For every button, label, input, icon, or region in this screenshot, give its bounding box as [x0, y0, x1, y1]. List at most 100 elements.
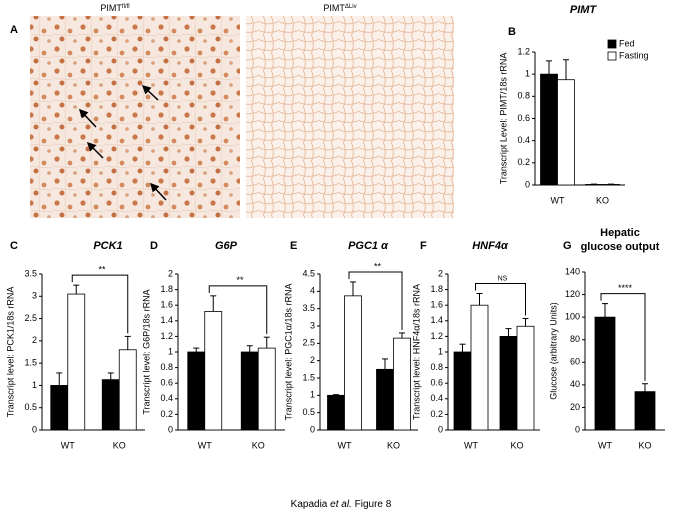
y-tick-label: 1 — [525, 69, 530, 79]
error-bar — [73, 284, 80, 295]
chart-title: PGC1 α — [348, 240, 389, 252]
bar — [557, 79, 575, 186]
y-tick-label: 2 — [310, 355, 315, 365]
significance-bracket — [71, 274, 129, 334]
y-tick-label: 40 — [570, 379, 580, 389]
bar — [344, 295, 362, 431]
arrows — [78, 84, 167, 201]
bar — [376, 368, 394, 431]
y-tick-label: 0.6 — [160, 378, 173, 388]
x-tick-label: WT — [198, 440, 212, 450]
legend-label: Fed — [619, 38, 635, 48]
y-tick-label: 3.5 — [302, 303, 315, 313]
significance-label: ** — [236, 275, 244, 285]
y-tick-label: 2 — [168, 268, 173, 278]
x-tick-label: KO — [387, 440, 400, 450]
y-axis-label: Transcript level: PGC1α/18s rRNA — [283, 284, 293, 421]
legend-label: Fasting — [619, 50, 649, 60]
y-tick-label: 1.6 — [160, 300, 173, 310]
bar — [327, 394, 345, 431]
bar — [118, 349, 137, 431]
y-tick-label: 1 — [168, 346, 173, 356]
significance-label: ** — [98, 265, 106, 275]
y-tick-label: 2.5 — [302, 338, 315, 348]
y-tick-label: 0 — [525, 179, 530, 189]
error-bar — [350, 281, 356, 296]
panel-letter: D — [150, 240, 158, 252]
y-tick-label: 0 — [310, 424, 315, 434]
error-bar — [124, 335, 131, 350]
y-tick-label: 80 — [570, 334, 580, 344]
y-tick-label: 0.8 — [160, 362, 173, 372]
significance-label: **** — [618, 283, 633, 293]
x-tick-label: KO — [252, 440, 265, 450]
y-tick-label: 1.2 — [430, 331, 443, 341]
bar — [67, 293, 86, 431]
bar — [240, 351, 259, 431]
x-tick-label: KO — [510, 440, 523, 450]
error-bar — [602, 303, 608, 318]
bar — [470, 304, 489, 431]
chart-title: PIMT — [570, 4, 598, 16]
bar — [499, 335, 518, 431]
panel-letter: B — [508, 26, 516, 38]
y-tick-label: 2 — [32, 335, 37, 345]
y-tick-label: 1.6 — [430, 300, 443, 310]
x-tick-label: KO — [113, 440, 126, 450]
y-tick-label: 1.5 — [302, 372, 315, 382]
y-tick-label: 0.6 — [517, 113, 530, 123]
y-tick-label: 4.5 — [302, 268, 315, 278]
x-tick-label: KO — [596, 195, 609, 205]
x-tick-label: KO — [638, 440, 651, 450]
y-tick-label: 1 — [310, 390, 315, 400]
bar — [540, 73, 558, 186]
error-bar — [563, 59, 569, 80]
bar — [257, 347, 276, 431]
y-tick-label: 4 — [310, 286, 315, 296]
y-tick-label: 3 — [32, 291, 37, 301]
y-tick-label: 3 — [310, 320, 315, 330]
chart-title: PCK1 — [93, 240, 122, 252]
error-bar — [546, 60, 552, 75]
y-tick-label: 1.4 — [430, 315, 443, 325]
chart-title: Hepatic glucose output — [580, 227, 660, 253]
bar — [516, 325, 535, 431]
image-label: PIMTfl/fl — [100, 3, 129, 13]
y-tick-label: 1 — [438, 346, 443, 356]
y-tick-label: 140 — [565, 266, 580, 276]
panel-letter: E — [290, 240, 297, 252]
error-bar — [642, 383, 648, 392]
error-bar — [522, 317, 529, 327]
x-tick-label: WT — [61, 440, 75, 450]
y-tick-label: 0.2 — [430, 409, 443, 419]
chart-title: G6P — [215, 240, 238, 252]
x-tick-label: WT — [598, 440, 612, 450]
significance-label: ** — [374, 261, 382, 271]
y-tick-label: 1.5 — [24, 358, 37, 368]
significance-bracket — [600, 293, 646, 381]
y-tick-label: 0 — [32, 424, 37, 434]
image-label: PIMTΔLiv — [323, 3, 356, 13]
significance-bracket — [348, 271, 403, 330]
y-tick-label: 0.6 — [430, 378, 443, 388]
y-tick-label: 120 — [565, 289, 580, 299]
y-tick-label: 60 — [570, 357, 580, 367]
micrograph — [246, 16, 454, 218]
y-tick-label: 0 — [438, 424, 443, 434]
error-bar — [107, 372, 114, 380]
panel-letter: A — [10, 24, 18, 36]
y-tick-label: 2.5 — [24, 313, 37, 323]
y-axis-label: Transcript level: G6P/18s rRNA — [141, 289, 151, 414]
y-tick-label: 1.4 — [160, 315, 173, 325]
y-tick-label: 0.2 — [160, 409, 173, 419]
y-axis-label: Transcript level: PCK1/18s rRNA — [5, 287, 15, 418]
y-tick-label: 1.8 — [430, 284, 443, 294]
panel-letter: C — [10, 240, 18, 252]
y-tick-label: 0.8 — [430, 362, 443, 372]
error-bar — [476, 293, 483, 306]
y-tick-label: 2 — [438, 268, 443, 278]
bar — [594, 316, 616, 431]
significance-bracket — [475, 283, 526, 316]
